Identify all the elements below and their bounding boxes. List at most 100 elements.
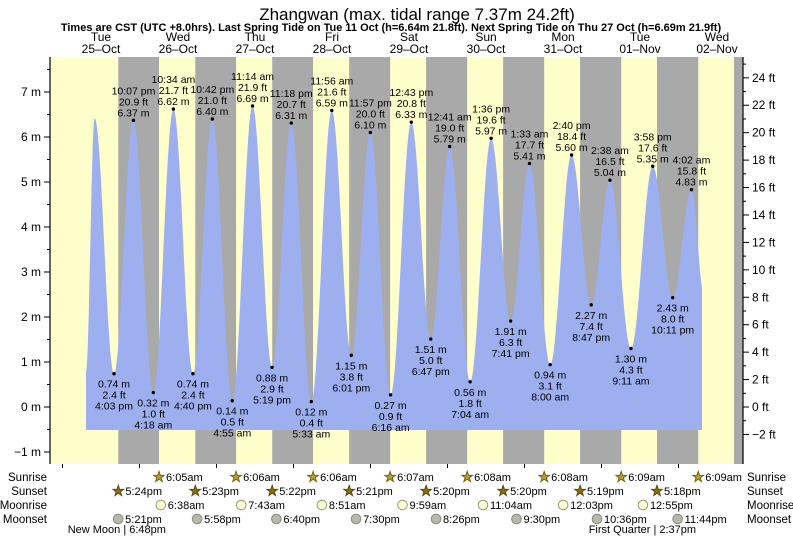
high-tide-m: 5.79 m [434, 133, 466, 145]
sunset-time: 5:24pm [125, 486, 162, 498]
high-tide-time: 11:57 pm [349, 98, 392, 110]
day-labels: Tue25–OctWed26–OctThu27–OctFri28–OctSat2… [82, 30, 738, 56]
high-tide-m: 6.40 m [196, 106, 228, 118]
day-date: 27–Oct [236, 42, 275, 56]
day-name: Thu [245, 30, 266, 44]
sunset-time: 5:18pm [664, 486, 701, 498]
sunrise-time: 6:09am [705, 472, 742, 484]
sunrise-star-icon [691, 469, 706, 483]
row-label-right-sunset: Sunset [747, 486, 784, 498]
left-axis-label: 2 m [21, 310, 41, 324]
right-axis-label: 12 ft [752, 235, 776, 249]
moonset-circle-icon [271, 513, 282, 525]
high-tide-ft: 21.7 ft [159, 85, 188, 97]
sunrise-time: 6:08am [474, 472, 511, 484]
left-axis-label: 4 m [21, 220, 41, 234]
high-tide-ft: 15.8 ft [677, 166, 706, 178]
tide-extreme-dot [689, 187, 694, 192]
row-label-right-sunrise: Sunrise [747, 472, 786, 484]
high-tide-m: 6.33 m [395, 109, 427, 121]
day-name: Fri [325, 30, 339, 44]
sunrise-star-icon [152, 469, 166, 483]
right-axis-label: 18 ft [752, 153, 776, 167]
tide-extreme-dot [447, 144, 452, 149]
high-tide-time: 2:38 am [591, 145, 629, 157]
tide-extreme-dot [330, 108, 334, 113]
high-tide-ft: 16.5 ft [595, 156, 624, 168]
tide-extreme-dot [368, 130, 373, 135]
day-date: 30–Oct [467, 42, 506, 56]
left-axis-label: 5 m [21, 175, 41, 189]
low-tide-time: 8:00 am [531, 392, 569, 404]
tide-extreme-dot [608, 178, 612, 182]
tide-area [86, 105, 702, 431]
tide-extreme-dot [131, 118, 136, 123]
moonset-circle-icon [672, 513, 683, 525]
sunrise-star-icon [229, 469, 243, 483]
day-date: 02–Nov [696, 42, 737, 56]
high-tide-time: 10:34 am [152, 74, 196, 86]
astro-rows: Sunrise Sunrise 6:05am 6:06am 6:06am 6:07am 6:… [0, 469, 793, 536]
moonset-time: 6:40pm [283, 514, 320, 526]
moonset-circle-icon [591, 513, 603, 525]
high-tide-ft: 20.0 ft [356, 109, 385, 121]
sunset-star-icon [573, 483, 587, 497]
row-label-right-moonrise: Moonrise [747, 500, 793, 512]
tide-extreme-dot [151, 390, 155, 395]
axes: −1 m 0 m 1 m 2 m 3 m 4 m 5 m 6 m 7 m −2 ft 0 ft 2 f… [14, 57, 776, 468]
right-axis-label: 20 ft [752, 126, 776, 140]
left-axis-label: 6 m [21, 130, 41, 144]
sunset-star-icon [111, 483, 126, 497]
low-tide-ft: 3.8 ft [340, 371, 363, 383]
tide-extreme-dot [309, 399, 314, 404]
tide-extreme-dot [527, 161, 532, 166]
high-tide-ft: 18.4 ft [557, 131, 586, 143]
tide-extreme-dot [388, 393, 393, 397]
tide-extreme-dot [250, 104, 255, 108]
low-tide-m: 0.74 m [98, 379, 130, 391]
moonset-circle-icon [191, 513, 203, 525]
right-axis-label: 8 ft [752, 290, 769, 304]
low-tide-m: 0.12 m [295, 407, 327, 419]
night-band [734, 57, 743, 464]
high-tide-time: 1:36 pm [472, 103, 510, 115]
tide-extreme-dot [468, 380, 472, 384]
sunset-star-icon [265, 483, 279, 497]
low-tide-ft: 4.3 ft [619, 365, 642, 377]
sunset-star-icon [342, 483, 356, 497]
high-tide-time: 12:43 pm [389, 87, 433, 99]
tide-extreme-dot [171, 107, 176, 111]
moonrise-circle-icon [155, 499, 167, 511]
high-tide-m: 6.59 m [316, 97, 348, 109]
low-tide-ft: 8.0 ft [661, 314, 684, 326]
moonrise-time: 12:03pm [570, 500, 613, 512]
low-tide-ft: 7.4 ft [580, 321, 603, 333]
day-date: 26–Oct [159, 42, 198, 56]
high-tide-m: 6.62 m [157, 96, 189, 108]
low-tide-m: 0.14 m [216, 406, 248, 418]
tide-extreme-dot [230, 399, 234, 403]
sunrise-star-icon [306, 469, 320, 483]
row-label-left-sunset: Sunset [11, 486, 48, 498]
tide-extreme-dot [429, 337, 433, 341]
moonset-time: 5:21pm [125, 514, 162, 526]
tide-extreme-dot [489, 136, 493, 141]
day-date: 31–Oct [544, 42, 583, 56]
day-name: Mon [551, 30, 574, 44]
moonrise-circle-icon [477, 499, 489, 511]
low-tide-m: 2.43 m [657, 303, 689, 315]
high-tide-m: 6.31 m [275, 110, 307, 122]
tide-extreme-dot [210, 117, 215, 121]
moonset-time: 10:36pm [604, 514, 647, 526]
sunset-star-icon [650, 483, 664, 497]
low-tide-time: 4:03 pm [95, 401, 133, 413]
row-label-left-sunrise: Sunrise [8, 472, 47, 484]
day-date: 25–Oct [82, 42, 121, 56]
tide-extreme-dot [569, 153, 574, 157]
sunset-star-icon [188, 483, 203, 497]
sunrise-time: 6:09am [628, 472, 665, 484]
day-name: Wed [705, 30, 729, 44]
tide-extreme-dot [548, 363, 552, 367]
